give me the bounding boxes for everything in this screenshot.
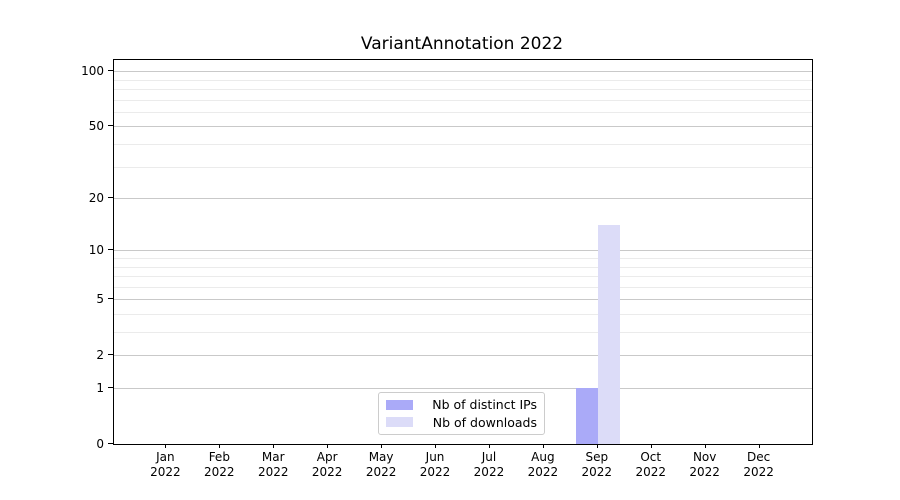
gridline-minor — [114, 166, 812, 168]
x-tick-label: Jun 2022 — [419, 450, 451, 479]
y-tick-mark — [108, 298, 113, 300]
x-tick-label: Nov 2022 — [689, 450, 720, 479]
chart-title: VariantAnnotation 2022 — [360, 34, 564, 54]
y-tick-mark — [108, 125, 113, 127]
x-tick-label: Aug 2022 — [527, 450, 559, 479]
y-tick-label: 10 — [88, 242, 104, 257]
gridline-minor — [114, 266, 812, 268]
x-tick-label: Mar 2022 — [257, 450, 289, 479]
y-tick-mark — [108, 197, 113, 199]
x-tick-mark — [435, 444, 437, 448]
x-tick-label: Apr 2022 — [311, 450, 343, 479]
x-tick-mark — [596, 444, 598, 448]
legend-swatch-distinct-ips — [386, 399, 413, 410]
y-tick-label: 1 — [96, 380, 104, 395]
x-tick-mark — [327, 444, 329, 448]
gridline-minor — [114, 257, 812, 259]
x-tick-mark — [381, 444, 383, 448]
x-tick-label: Oct 2022 — [635, 450, 666, 479]
x-tick-mark — [488, 444, 490, 448]
gridline-major — [114, 71, 812, 73]
gridline-minor — [114, 111, 812, 113]
x-tick-label: Dec 2022 — [743, 450, 774, 479]
gridline-minor — [114, 89, 812, 90]
gridline-major — [114, 250, 812, 252]
gridline-minor — [114, 276, 812, 278]
gridline-minor — [114, 144, 812, 145]
gridline-major — [114, 126, 812, 128]
y-tick-mark — [108, 443, 113, 444]
gridline-minor — [114, 99, 812, 101]
y-tick-mark — [108, 70, 113, 72]
x-tick-label: Jul 2022 — [473, 450, 505, 479]
y-tick-label: 50 — [88, 118, 104, 133]
y-tick-label: 0 — [96, 436, 104, 451]
x-tick-mark — [273, 444, 275, 448]
gridline-minor — [114, 332, 812, 333]
y-tick-label: 20 — [88, 190, 104, 205]
legend-item-downloads: Nb of downloads — [386, 415, 537, 430]
legend-item-distinct-ips: Nb of distinct IPs — [386, 397, 537, 412]
x-tick-label: May 2022 — [365, 450, 397, 479]
bar-sep-nb-of-downloads — [597, 225, 620, 444]
gridline-major — [114, 388, 812, 389]
y-tick-mark — [108, 354, 113, 356]
bar-sep-nb-of-distinct-ips — [575, 388, 598, 444]
legend: Nb of distinct IPs Nb of downloads — [378, 392, 545, 435]
x-tick-label: Jan 2022 — [150, 450, 181, 479]
gridline-major — [114, 198, 812, 200]
y-tick-mark — [108, 387, 113, 388]
x-tick-mark — [704, 444, 706, 448]
legend-label-downloads: Nb of downloads — [432, 414, 537, 430]
y-tick-mark — [108, 249, 113, 251]
y-tick-label: 5 — [96, 291, 104, 306]
gridline-minor — [114, 286, 812, 288]
gridline-minor — [114, 79, 812, 81]
plot-area — [113, 59, 813, 445]
legend-label-distinct-ips: Nb of distinct IPs — [432, 397, 537, 413]
gridline-major — [114, 355, 812, 357]
x-tick-mark — [650, 444, 652, 448]
x-tick-mark — [219, 444, 221, 448]
y-tick-label: 100 — [81, 63, 104, 78]
x-tick-label: Feb 2022 — [204, 450, 235, 479]
gridline-minor — [114, 313, 812, 315]
gridline-major — [114, 299, 812, 301]
x-tick-label: Sep 2022 — [581, 450, 613, 479]
y-tick-label: 2 — [96, 347, 104, 362]
x-tick-mark — [758, 444, 760, 448]
x-tick-mark — [165, 444, 167, 448]
legend-swatch-downloads — [386, 417, 413, 428]
x-tick-mark — [542, 444, 544, 448]
